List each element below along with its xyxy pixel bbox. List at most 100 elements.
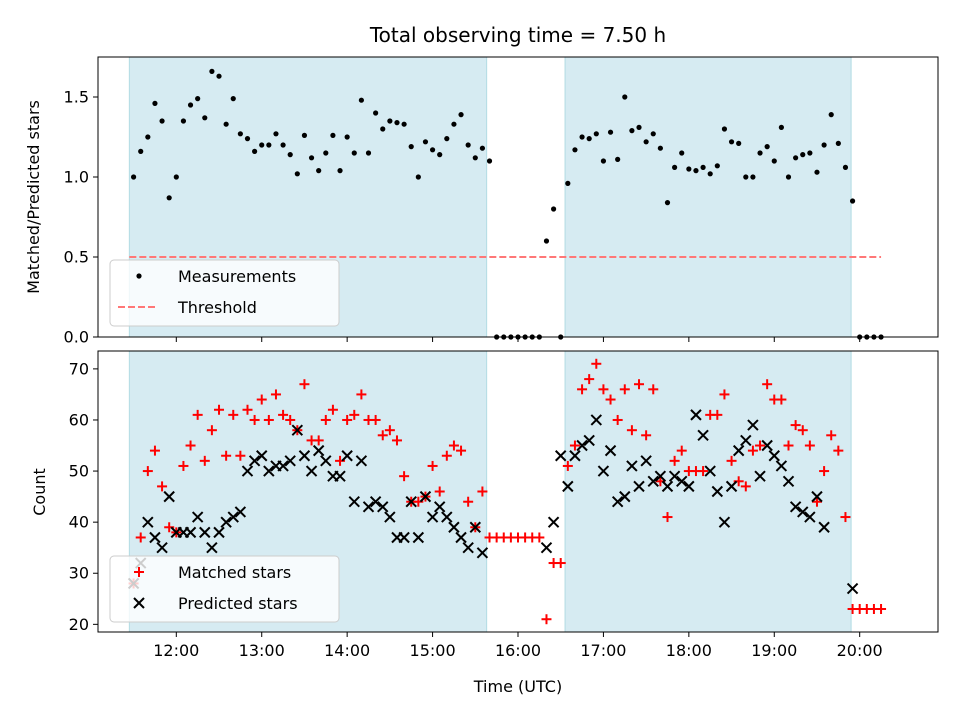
measurement-point <box>209 68 215 74</box>
measurement-point <box>629 128 635 134</box>
predicted-stars-point <box>277 460 289 472</box>
measurement-point <box>807 150 813 156</box>
matched-stars-point <box>634 379 645 390</box>
predicted-stars-point <box>412 531 425 544</box>
predicted-stars-point <box>711 485 724 498</box>
matched-stars-point <box>263 414 274 425</box>
matched-stars-point <box>811 496 822 507</box>
matched-stars-point <box>555 558 566 569</box>
measurement-point <box>294 171 300 177</box>
measurement-point <box>415 174 421 180</box>
matched-stars-point <box>840 512 851 523</box>
matched-stars-point <box>669 455 680 466</box>
measurement-point <box>622 94 628 100</box>
measurement-point <box>636 124 642 130</box>
measurement-point <box>572 147 578 153</box>
measurement-point <box>757 150 763 156</box>
predicted-stars-point <box>220 516 232 528</box>
matched-stars-point <box>384 425 395 436</box>
predicted-stars-point <box>732 444 745 457</box>
matched-stars-point <box>740 481 751 492</box>
matched-stars-point <box>534 532 545 543</box>
measurement-point <box>615 156 621 162</box>
measurement-point <box>130 174 137 180</box>
predicted-stars-point <box>747 419 759 431</box>
measurement-point <box>785 174 792 180</box>
measurement-point <box>358 97 364 103</box>
predicted-stars-point <box>355 455 368 467</box>
y-tick-label: 1.5 <box>64 88 89 107</box>
matched-stars-point <box>327 404 338 415</box>
matched-stars-point <box>377 430 388 441</box>
measurement-point <box>244 136 251 142</box>
matched-stars-point <box>463 496 474 507</box>
measurement-point <box>180 118 187 124</box>
matched-stars-point <box>434 486 445 497</box>
measurement-point <box>138 148 144 154</box>
matched-stars-point <box>569 440 580 451</box>
ylabel-top: Matched/Predicted stars <box>24 100 43 294</box>
measurement-point <box>145 134 151 140</box>
y-tick-label: 50 <box>69 462 89 481</box>
predicted-stars-point <box>668 470 681 482</box>
predicted-stars-point <box>455 531 467 544</box>
matched-stars-point <box>149 445 160 456</box>
predicted-stars-point <box>604 444 617 457</box>
measurement-point <box>814 169 820 175</box>
y-tick-label: 1.0 <box>64 168 89 187</box>
matched-stars-point <box>790 420 801 431</box>
predicted-stars-point <box>782 475 795 487</box>
measurement-point <box>486 158 493 164</box>
matched-stars-point <box>577 384 588 395</box>
measurement-point <box>173 174 179 180</box>
measurement-point <box>672 164 678 170</box>
legend-label-threshold: Threshold <box>177 298 257 317</box>
matched-stars-point <box>776 394 787 405</box>
matched-stars-point <box>477 486 488 497</box>
matched-stars-point <box>826 430 837 441</box>
measurement-point <box>259 142 265 148</box>
predicted-stars-point <box>811 490 823 503</box>
matched-stars-point <box>804 440 815 451</box>
predicted-stars-point <box>590 414 603 426</box>
measurement-point <box>842 164 849 170</box>
predicted-stars-point <box>647 475 659 487</box>
matched-stars-point <box>626 425 637 436</box>
matched-stars-point <box>370 414 381 425</box>
predicted-stars-point <box>555 450 567 462</box>
predicted-stars-point <box>163 490 175 503</box>
predicted-stars-point <box>206 541 218 554</box>
measurement-point <box>664 200 671 206</box>
x-tick-label: 14:00 <box>324 641 370 660</box>
y-tick-label: 0.5 <box>64 248 89 267</box>
matched-stars-point <box>876 604 887 615</box>
measurement-point <box>273 131 279 137</box>
measurement-point <box>429 147 436 153</box>
panel-ratio: 0.0 0.5 1.0 1.5 Matched/Predicted stars Mea… <box>24 56 939 347</box>
y-tick-label: 70 <box>69 359 89 378</box>
measurement-point <box>750 174 756 180</box>
measurement-point <box>472 155 478 161</box>
predicted-stars-point <box>263 465 275 477</box>
matched-stars-point <box>427 460 438 471</box>
measurement-point <box>223 121 229 127</box>
matched-stars-point <box>612 414 623 425</box>
predicted-stars-point <box>334 470 346 482</box>
matched-stars-point <box>270 389 281 400</box>
measurement-point <box>237 131 243 137</box>
measurement-point <box>565 180 571 186</box>
measurement-point <box>743 174 749 180</box>
matched-stars-point <box>833 445 844 456</box>
y-tick-label: 0.0 <box>64 328 89 347</box>
predicted-stars-point <box>768 450 780 462</box>
measurement-point <box>280 142 286 148</box>
matched-stars-point <box>755 440 766 451</box>
predicted-stars-point <box>462 541 474 554</box>
predicted-stars-point <box>761 439 773 452</box>
matched-stars-point <box>591 358 602 369</box>
predicted-stars-point <box>184 526 197 539</box>
ylabel-bottom: Count <box>30 468 49 516</box>
measurement-point <box>764 144 770 150</box>
y-tick-label: 60 <box>69 410 89 429</box>
